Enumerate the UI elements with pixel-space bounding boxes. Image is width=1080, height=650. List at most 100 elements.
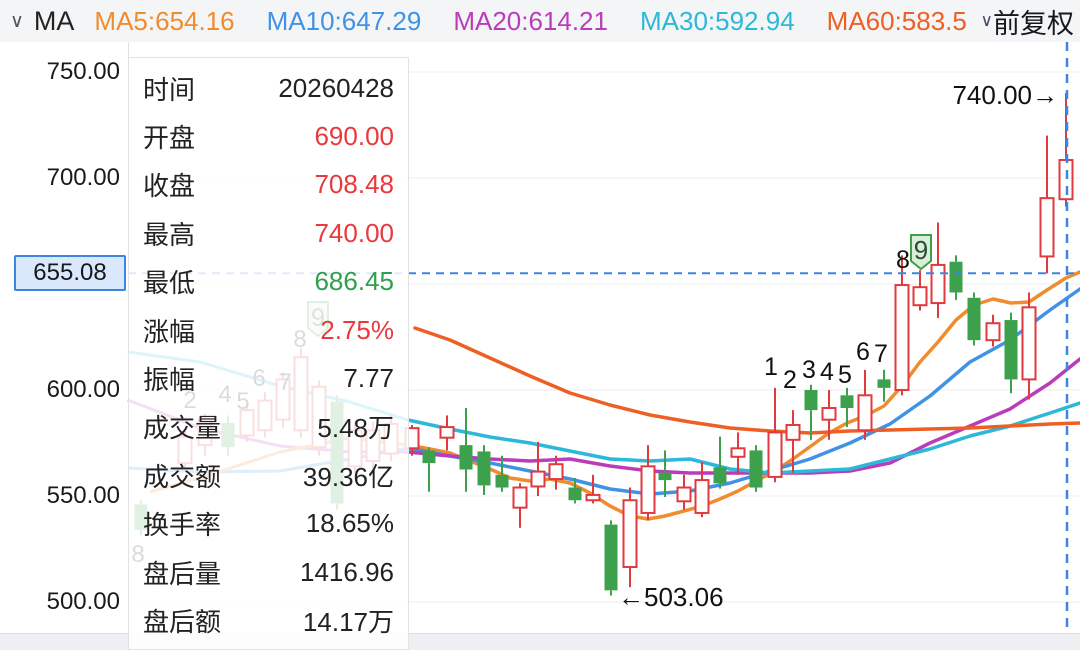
day-marker-1: 1 (764, 353, 778, 381)
day-marker-badge-9 (910, 234, 932, 271)
candle (530, 441, 546, 496)
tooltip-row-label: 盘后量 (143, 558, 222, 589)
candle-body (604, 524, 618, 591)
candle-body (949, 261, 963, 293)
tooltip-row-label: 时间 (143, 74, 196, 105)
tooltip-row: 成交额 39.36亿 (129, 451, 408, 499)
day-marker-7: 7 (874, 340, 888, 368)
candle (767, 387, 783, 483)
day-marker-8: 8 (896, 246, 910, 274)
candle (676, 474, 692, 510)
candle-body (877, 379, 891, 388)
tooltip-row-value: 1416.96 (300, 556, 394, 587)
candle (730, 432, 746, 475)
candle (985, 314, 1001, 347)
chevron-down-icon[interactable]: ∨ (10, 10, 24, 32)
indicator-name-label: MA (33, 5, 75, 36)
candle (877, 369, 891, 402)
candle (840, 387, 854, 428)
tooltip-row: 最低 686.45 (129, 258, 408, 306)
ma-legend-item: MA30:592.94 (639, 5, 795, 36)
candle (568, 477, 582, 504)
candle-body (967, 297, 981, 341)
indicator-toolbar: ∨ MA MA5:654.16 MA10:647.29 MA20:614.21 MA3… (0, 0, 1080, 42)
chevron-down-icon: ∨ (980, 11, 993, 30)
candle (713, 436, 727, 489)
tooltip-row-value: 690.00 (314, 121, 394, 152)
ma60-line (413, 326, 1080, 435)
candle (604, 520, 618, 596)
y-axis-label: 700.00 (46, 164, 120, 191)
candle (658, 450, 672, 498)
tooltip-row: 收盘 708.48 (129, 161, 408, 209)
tooltip-row-label: 最高 (143, 219, 196, 250)
candle-body (422, 450, 436, 464)
candle (857, 369, 873, 440)
y-axis-label: 750.00 (46, 58, 120, 85)
candle-body (840, 395, 854, 409)
tooltip-row-value: 2.75% (320, 314, 394, 345)
day-marker-5: 5 (838, 361, 852, 389)
high-price-annotation: 740.00→ (952, 80, 1058, 110)
y-axis-label: 500.00 (46, 588, 120, 615)
crosshair-price-label: 655.08 (14, 255, 126, 292)
tooltip-row: 涨幅 2.75% (129, 306, 408, 354)
tooltip-row-value: 18.65% (305, 508, 394, 539)
candle-body (804, 390, 818, 411)
candle (949, 255, 963, 300)
tooltip-row-label: 最低 (143, 268, 196, 299)
candle-body (713, 467, 727, 484)
candle (548, 455, 564, 490)
candle-body (459, 445, 473, 470)
tooltip-row: 盘后量 1416.96 (129, 548, 408, 596)
y-axis-label: 600.00 (46, 376, 120, 403)
price-adjust-label: 前复权 (993, 8, 1074, 39)
candle-body (1039, 197, 1055, 258)
candle-body (568, 487, 582, 501)
tooltip-row: 最高 740.00 (129, 209, 408, 257)
candle-body (1021, 306, 1037, 381)
candle-body (622, 499, 638, 569)
tooltip-row-value: 686.45 (314, 266, 394, 297)
day-marker-3: 3 (802, 356, 816, 384)
tooltip-row-label: 换手率 (143, 510, 222, 541)
candle (477, 445, 491, 495)
candle (512, 483, 528, 528)
candle-body (495, 474, 509, 488)
candle-body (857, 394, 873, 432)
tooltip-row: 盘后额 14.17万 (129, 596, 408, 644)
candle-body (912, 286, 928, 307)
candle (912, 270, 928, 311)
tooltip-row-value: 708.48 (314, 169, 394, 200)
candle-body (985, 322, 1001, 342)
candle (967, 292, 981, 346)
candle-body (676, 486, 692, 503)
day-marker-2: 2 (783, 366, 797, 394)
candle-body (477, 451, 491, 486)
tooltip-row-value: 14.17万 (302, 606, 394, 637)
day-marker-6: 6 (856, 338, 870, 366)
ma-legend: MA5:654.16 MA10:647.29 MA20:614.21 MA30:592… (94, 6, 998, 37)
tooltip-row-label: 成交量 (143, 413, 222, 444)
tooltip-row: 振幅 7.77 (129, 354, 408, 402)
candle (785, 410, 801, 473)
candle-body (821, 407, 837, 421)
tooltip-row-label: 振幅 (143, 365, 196, 396)
candle (640, 445, 656, 521)
candle (622, 487, 638, 588)
candle-body (640, 465, 656, 514)
candle (439, 415, 455, 451)
price-adjust-button[interactable]: ∨ 前复权 (979, 0, 1076, 42)
candle-body (658, 472, 672, 481)
candle (459, 408, 473, 492)
candle (585, 474, 601, 504)
candle-body (767, 431, 783, 478)
tooltip-row: 换手率 18.65% (129, 500, 408, 548)
candle (422, 447, 436, 492)
candle (1021, 292, 1037, 400)
candle-body (730, 447, 746, 458)
ma-legend-item: MA60:583.5 (826, 5, 967, 36)
candle (930, 222, 946, 318)
y-axis-label: 550.00 (46, 482, 120, 509)
